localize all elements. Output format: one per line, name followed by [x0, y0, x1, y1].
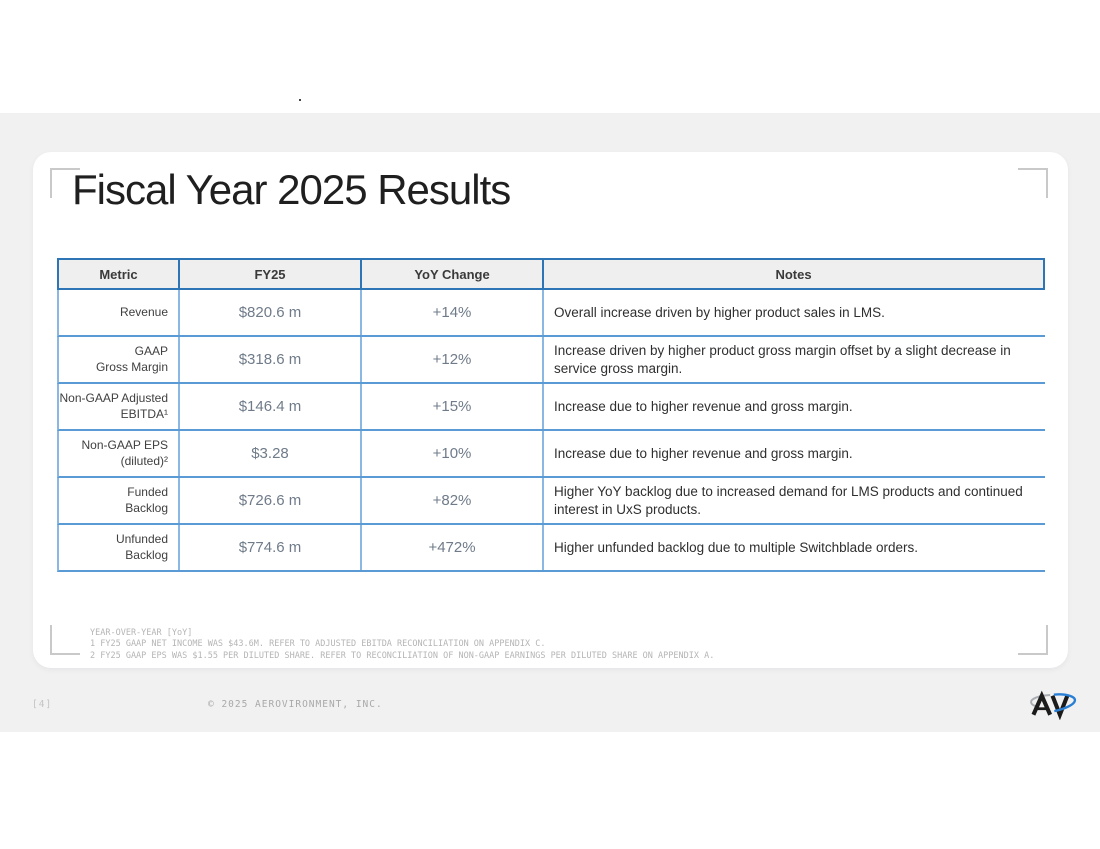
- slide-title: Fiscal Year 2025 Results: [72, 166, 511, 213]
- metric-cell: Non-GAAP EPS (diluted)²: [59, 431, 180, 476]
- stray-mark: [299, 99, 301, 101]
- fy25-value-cell: $820.6 m: [180, 290, 362, 335]
- corner-mark-bottom-right: [1018, 625, 1048, 655]
- notes-cell: Increase due to higher revenue and gross…: [554, 398, 853, 414]
- fy25-value-cell: $726.6 m: [180, 478, 362, 523]
- yoy-value-cell: +14%: [362, 290, 544, 335]
- notes-cell: Higher unfunded backlog due to multiple …: [554, 539, 918, 555]
- corner-mark-bottom-left: [50, 625, 80, 655]
- results-table: Metric FY25 YoY Change Notes Revenue $82…: [57, 258, 1045, 572]
- fy25-value-cell: $318.6 m: [180, 337, 362, 382]
- notes-cell: Higher YoY backlog due to increased dema…: [554, 483, 1023, 517]
- footnote-1: 1 FY25 GAAP NET INCOME WAS $43.6M. REFER…: [90, 639, 546, 650]
- copyright-text: © 2025 AEROVIRONMENT, INC.: [208, 699, 383, 710]
- table-row-adjusted-ebitda: Non-GAAP Adjusted EBITDA¹ $146.4 m +15% …: [57, 384, 1045, 431]
- fy25-value-cell: $3.28: [180, 431, 362, 476]
- corner-mark-top-right: [1018, 168, 1048, 198]
- metric-cell: Unfunded Backlog: [59, 525, 180, 570]
- notes-cell: Increase driven by higher product gross …: [554, 342, 1011, 376]
- yoy-value-cell: +472%: [362, 525, 544, 570]
- column-header-yoy-change: YoY Change: [362, 260, 544, 288]
- logo-letter-v: [1050, 694, 1070, 720]
- yoy-value-cell: +12%: [362, 337, 544, 382]
- page-number: [4]: [32, 699, 53, 710]
- column-header-notes: Notes: [775, 266, 812, 282]
- metric-cell: Funded Backlog: [59, 478, 180, 523]
- logo-letter-a: [1031, 690, 1053, 716]
- table-row-revenue: Revenue $820.6 m +14% Overall increase d…: [57, 290, 1045, 337]
- slide-card: Fiscal Year 2025 Results Metric FY25 YoY…: [33, 152, 1068, 668]
- corner-mark-top-left: [50, 168, 80, 198]
- fy25-value-cell: $774.6 m: [180, 525, 362, 570]
- metric-cell: GAAP Gross Margin: [59, 337, 180, 382]
- yoy-value-cell: +82%: [362, 478, 544, 523]
- notes-cell: Increase due to higher revenue and gross…: [554, 445, 853, 461]
- notes-cell: Overall increase driven by higher produc…: [554, 304, 885, 320]
- table-header-row: Metric FY25 YoY Change Notes: [57, 258, 1045, 290]
- footnotes: YEAR-OVER-YEAR [YoY] 1 FY25 GAAP NET INC…: [90, 628, 714, 662]
- slide-footer: [4] © 2025 AEROVIRONMENT, INC.: [0, 690, 1100, 724]
- aerovironment-logo: [1030, 690, 1077, 720]
- fy25-value-cell: $146.4 m: [180, 384, 362, 429]
- yoy-value-cell: +10%: [362, 431, 544, 476]
- table-row-funded-backlog: Funded Backlog $726.6 m +82% Higher YoY …: [57, 478, 1045, 525]
- metric-cell: Non-GAAP Adjusted EBITDA¹: [59, 384, 180, 429]
- footnote-yoy-definition: YEAR-OVER-YEAR [YoY]: [90, 628, 193, 638]
- table-row-gaap-gross-margin: GAAP Gross Margin $318.6 m +12% Increase…: [57, 337, 1045, 384]
- metric-cell: Revenue: [59, 290, 180, 335]
- logo-swoosh-blue: [1053, 693, 1077, 713]
- column-header-fy25: FY25: [180, 260, 362, 288]
- yoy-value-cell: +15%: [362, 384, 544, 429]
- table-row-non-gaap-eps: Non-GAAP EPS (diluted)² $3.28 +10% Incre…: [57, 431, 1045, 478]
- column-header-metric: Metric: [59, 260, 180, 288]
- table-row-unfunded-backlog: Unfunded Backlog $774.6 m +472% Higher u…: [57, 525, 1045, 572]
- footnote-2: 2 FY25 GAAP EPS WAS $1.55 PER DILUTED SH…: [90, 650, 715, 661]
